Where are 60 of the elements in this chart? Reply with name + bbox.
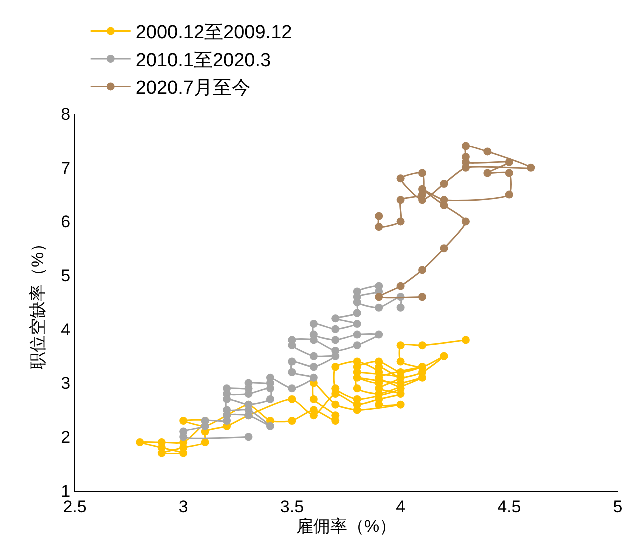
point — [332, 336, 340, 344]
point — [505, 190, 514, 199]
x-tick-label: 3.5 — [280, 497, 304, 516]
point — [440, 180, 448, 188]
point — [332, 325, 340, 334]
point — [418, 293, 427, 302]
point — [396, 218, 405, 226]
point — [353, 309, 362, 318]
point — [462, 218, 470, 226]
point — [266, 395, 274, 404]
point — [353, 320, 362, 328]
x-tick-label: 5 — [613, 497, 623, 516]
point — [375, 304, 384, 312]
x-tick-label: 4.5 — [498, 497, 522, 516]
point — [375, 293, 384, 302]
point — [288, 342, 296, 350]
point — [396, 304, 405, 312]
y-tick-label: 4 — [61, 320, 71, 340]
point — [505, 158, 514, 166]
legend-label: 2010.1至2020.3 — [136, 50, 272, 72]
point — [244, 390, 253, 398]
point — [375, 212, 384, 220]
y-tick-label: 5 — [61, 266, 71, 286]
point — [353, 342, 362, 350]
y-tick-label: 7 — [61, 158, 71, 178]
legend-label: 2000.12至2009.12 — [136, 22, 292, 44]
x-axis-title: 雇佣率（%） — [296, 516, 397, 536]
point — [288, 358, 296, 366]
point — [375, 223, 384, 232]
point — [180, 433, 188, 442]
y-axis-title: 职位空缺率（%） — [28, 235, 48, 370]
point — [332, 314, 340, 323]
legend-label: 2020.7月至今 — [136, 78, 251, 100]
point — [462, 142, 470, 150]
point — [418, 266, 427, 274]
y-tick-label: 2 — [61, 428, 71, 448]
y-tick-label: 8 — [61, 104, 71, 124]
y-tick-label: 6 — [61, 212, 71, 232]
point — [310, 363, 318, 372]
x-tick-label: 4 — [396, 497, 406, 516]
point — [244, 433, 253, 442]
point — [396, 282, 405, 290]
point — [396, 174, 405, 183]
point — [310, 374, 318, 382]
point — [266, 422, 274, 430]
point — [418, 169, 427, 178]
point — [396, 196, 405, 204]
point — [288, 368, 296, 377]
point — [353, 330, 362, 339]
x-tick-label: 3 — [178, 497, 188, 516]
point — [440, 244, 448, 253]
point — [484, 148, 492, 156]
point — [505, 169, 514, 178]
point — [484, 169, 492, 178]
point — [288, 384, 296, 393]
point — [375, 330, 384, 339]
point — [310, 352, 318, 360]
y-tick-label: 3 — [61, 374, 71, 394]
point — [310, 320, 318, 328]
point — [527, 164, 536, 172]
